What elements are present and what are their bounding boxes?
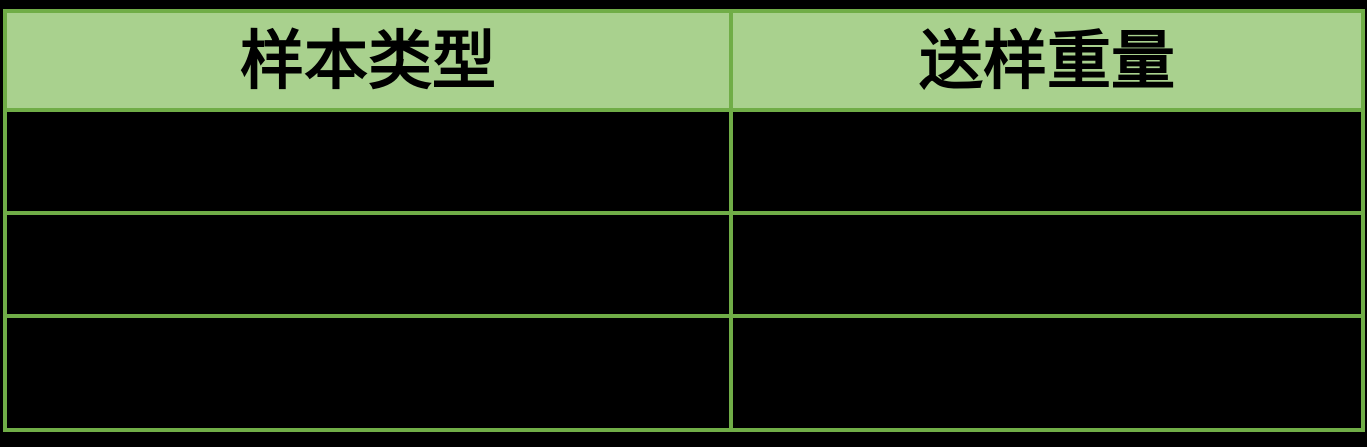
header-cell-sample-weight: 送样重量	[733, 13, 1361, 108]
table-cell-row3-sample-weight	[733, 318, 1361, 428]
header-cell-sample-type: 样本类型	[7, 13, 729, 108]
table-cell-row2-sample-weight	[733, 215, 1361, 314]
table-cell-row1-sample-weight	[733, 112, 1361, 211]
sample-table: 样本类型 送样重量	[3, 9, 1365, 432]
table-cell-row1-sample-type	[7, 112, 729, 211]
table-cell-row2-sample-type	[7, 215, 729, 314]
table-cell-row3-sample-type	[7, 318, 729, 428]
